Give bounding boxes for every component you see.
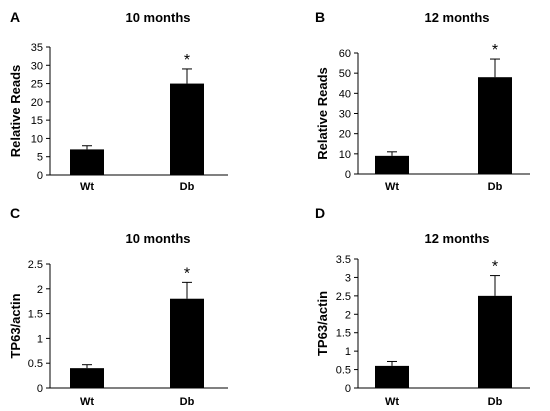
bar-db — [478, 295, 512, 388]
y-tick-label: 50 — [339, 68, 351, 80]
y-tick-label: 1.5 — [28, 309, 43, 321]
bar-wt — [70, 149, 104, 175]
y-tick-label: 20 — [31, 97, 43, 109]
bar-db — [170, 83, 204, 175]
y-tick-label: 40 — [339, 88, 351, 100]
y-tick-label: 10 — [31, 133, 43, 145]
y-tick-label: 0.5 — [28, 358, 43, 370]
chart-title: 12 months — [424, 231, 489, 246]
category-label-wt: Wt — [80, 181, 94, 193]
y-tick-label: 0 — [345, 383, 351, 395]
y-tick-label: 60 — [339, 48, 351, 60]
y-tick-label: 1.5 — [336, 328, 351, 340]
y-tick-label: 0 — [37, 383, 43, 395]
panel-c: C 10 months TP63/actin 0 0.5 1 1.5 2 2.5 Wt Db * — [8, 205, 228, 408]
y-tick-label: 2 — [345, 309, 351, 321]
category-label-wt: Wt — [385, 181, 399, 193]
y-tick-label: 25 — [31, 79, 43, 91]
panel-letter: D — [315, 205, 325, 221]
y-tick-label: 10 — [339, 149, 351, 161]
y-axis-label: Relative Reads — [8, 65, 23, 158]
y-tick-label: 15 — [31, 115, 43, 127]
category-label-db: Db — [180, 181, 195, 193]
significance-star: * — [492, 259, 498, 276]
significance-star: * — [184, 265, 190, 282]
bar-wt — [375, 155, 409, 174]
y-tick-label: 5 — [37, 152, 43, 164]
y-tick-label: 0 — [37, 170, 43, 182]
category-label-wt: Wt — [80, 396, 94, 408]
y-tick-label: 1 — [37, 333, 43, 345]
panel-letter: A — [10, 9, 20, 25]
panel-b: B 12 months Relative Reads 0 10 20 30 40 50 60 Wt D… — [315, 9, 530, 193]
y-axis-label: TP63/actin — [8, 293, 23, 358]
panel-a: A 10 months Relative Reads 0 5 10 15 20 25 30 35 Wt… — [8, 9, 228, 193]
y-axis-label: TP63/actin — [315, 291, 330, 356]
chart-title: 10 months — [125, 10, 190, 25]
panel-d: D 12 months TP63/actin 0 0.5 1 1.5 2 2.5 3 3.5 Wt Db… — [315, 205, 530, 408]
bar-wt — [375, 365, 409, 388]
y-axis-label: Relative Reads — [315, 67, 330, 160]
y-tick-label: 2 — [37, 284, 43, 296]
chart-title: 10 months — [125, 231, 190, 246]
y-tick-label: 0 — [345, 169, 351, 181]
significance-star: * — [184, 52, 190, 69]
panel-letter: C — [10, 205, 20, 221]
y-tick-label: 3.5 — [336, 254, 351, 266]
y-tick-label: 35 — [31, 42, 43, 54]
y-tick-label: 30 — [339, 109, 351, 121]
y-tick-label: 3 — [345, 272, 351, 284]
bar-wt — [70, 368, 104, 388]
y-tick-label: 1 — [345, 346, 351, 358]
y-tick-label: 2.5 — [336, 291, 351, 303]
y-tick-label: 0.5 — [336, 365, 351, 377]
y-tick-label: 2.5 — [28, 259, 43, 271]
bar-db — [170, 298, 204, 388]
category-label-db: Db — [488, 181, 503, 193]
y-tick-label: 20 — [339, 129, 351, 141]
panel-letter: B — [315, 9, 325, 25]
bar-db — [478, 77, 512, 174]
chart-title: 12 months — [424, 10, 489, 25]
y-tick-label: 30 — [31, 60, 43, 72]
category-label-db: Db — [180, 396, 195, 408]
category-label-db: Db — [488, 396, 503, 408]
category-label-wt: Wt — [385, 396, 399, 408]
significance-star: * — [492, 42, 498, 59]
